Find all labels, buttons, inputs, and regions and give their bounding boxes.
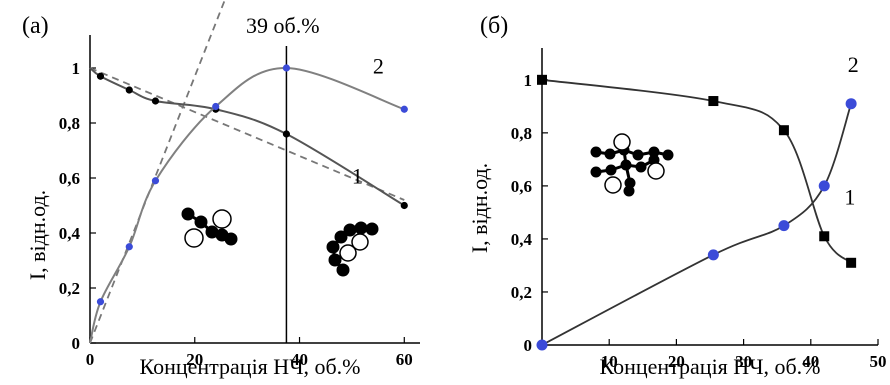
panel-b: (б) I, відн.од. Концентрація НЧ, об.% 10… [467,13,887,379]
panel-a-y-tick-label: 0,6 [59,169,80,188]
series-1-point [125,86,133,94]
panel-b-x-tick-label: 30 [735,352,752,371]
panel-a-y-axis-title: I, відн.од. [25,190,50,280]
panel-b-x-tick-label: 20 [668,352,685,371]
series-1-line [541,78,852,264]
series-2-point [845,98,857,110]
panel-a-y-tick-label: 1 [72,59,81,78]
series-1-label: 1 [844,184,855,209]
series-2-point [212,102,220,111]
panel-b-y-tick-label: 0,6 [511,177,532,196]
series-2-point [400,105,408,113]
series-2-point [282,64,291,72]
series-2-label: 2 [848,52,859,77]
panel-a-y-tick-label: 0,4 [59,224,81,243]
series-1-point [282,130,291,138]
series-1-point [778,125,789,136]
panel-a-x-axis-title: Концентрація НЧ, об.% [139,354,360,379]
panel-b-y-tick-label: 0,2 [511,283,532,302]
panel-a-y-tick-label: 0 [72,334,81,353]
series-1-point [708,96,719,107]
panel-b-x-tick-label: 10 [601,352,618,371]
series-2-point [536,339,548,351]
series-2-point [96,298,105,306]
dashed-fit-line-1 [89,67,405,201]
panel-a-x-tick-label: 60 [396,350,413,369]
series-1-point [819,231,830,242]
panel-b-x-tick-label: 50 [870,352,887,371]
series-1-point [151,97,160,105]
series-1-label: 1 [352,164,363,189]
panel-b-label: (б) [480,13,508,39]
panel-b-y-tick-label: 0 [524,336,533,355]
series-2-point [707,249,719,261]
panel-a-y-tick-label: 0,8 [59,114,80,133]
panel-a: (а) 39 об.% I, відн.од. Концентрація НЧ,… [22,0,420,379]
series-2-point [778,220,790,232]
panel-a-x-tick-label: 40 [291,350,308,369]
dashed-fit-line-2 [89,0,226,344]
series-1-point [400,201,408,210]
panel-a-x-tick-label: 20 [186,350,203,369]
series-2-label: 2 [373,54,384,79]
series-2-point [818,180,830,192]
panel-b-y-tick-label: 1 [524,71,533,90]
series-1-point [537,74,547,85]
network-cluster-icon [590,133,674,197]
series-2-line [89,66,405,344]
panel-a-y-tick-label: 0,2 [59,279,80,298]
threshold-annotation: 39 об.% [246,13,320,38]
series-1-point [846,257,857,268]
panel-b-y-tick-label: 0,8 [511,124,532,143]
panel-b-y-tick-label: 0,4 [511,230,533,249]
panel-a-x-tick-label: 0 [86,350,95,369]
series-2-point [151,177,160,185]
panel-b-y-axis-title: I, відн.од. [467,163,492,253]
aggregated-cluster-icon [326,221,379,277]
panel-b-x-tick-label: 40 [802,352,819,371]
series-1-point [96,72,105,80]
series-2-line [541,103,852,346]
dispersed-cluster-icon [181,207,238,248]
panel-b-x-axis-title: Концентрація НЧ, об.% [599,354,820,379]
panel-a-label: (а) [22,13,49,39]
series-2-point [125,243,133,251]
